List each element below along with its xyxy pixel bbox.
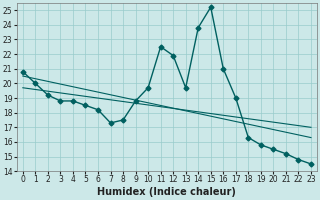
X-axis label: Humidex (Indice chaleur): Humidex (Indice chaleur)	[98, 187, 236, 197]
